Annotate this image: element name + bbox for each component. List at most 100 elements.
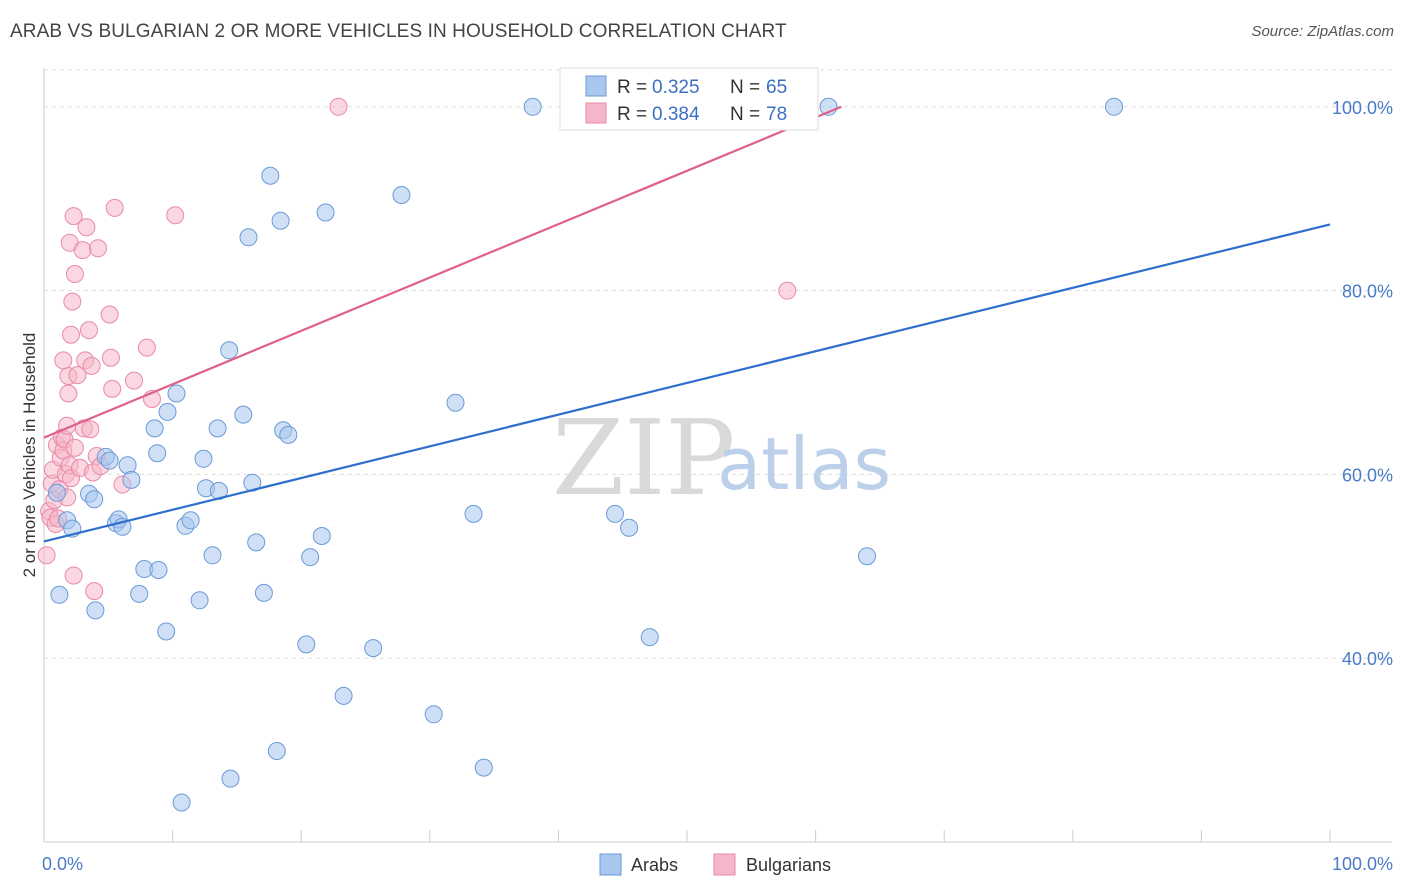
trend-lines bbox=[43, 105, 1331, 543]
arabs-n-label: N = bbox=[730, 77, 760, 98]
bulgarians-point bbox=[63, 292, 82, 311]
arabs-point bbox=[1105, 97, 1123, 116]
arabs-point bbox=[148, 444, 167, 463]
bulgarians-point bbox=[166, 206, 185, 225]
y-tick-label: 80.0% bbox=[1342, 282, 1393, 302]
x-tick-label: 100.0% bbox=[1332, 854, 1393, 874]
bulgarians-point bbox=[65, 438, 84, 457]
bulgarians-point bbox=[64, 566, 83, 585]
bulgarians-point bbox=[80, 321, 98, 340]
bulgarians-n-value: 78 bbox=[766, 104, 787, 125]
arabs-n-value: 65 bbox=[766, 77, 787, 98]
bulgarians-r-value: 0.384 bbox=[652, 104, 700, 125]
bulgarians-point bbox=[81, 420, 100, 439]
bulgarians-trend-line bbox=[43, 105, 842, 439]
arabs-point bbox=[158, 402, 177, 421]
arabs-point bbox=[100, 451, 119, 470]
arabs-legend-swatch bbox=[585, 75, 607, 97]
arabs-point bbox=[221, 769, 240, 788]
arabs-trend-line bbox=[43, 223, 1331, 543]
arabs-point bbox=[858, 547, 876, 566]
bulgarians-point bbox=[85, 582, 104, 601]
arabs-point bbox=[203, 546, 222, 565]
x-tick-labels: 0.0% 100.0% bbox=[42, 854, 1393, 874]
arabs-point bbox=[122, 470, 141, 489]
bulgarians-point bbox=[65, 265, 84, 283]
arabs-r-label: R = bbox=[617, 77, 647, 98]
watermark-atlas: atlas bbox=[717, 422, 891, 506]
arabs-point bbox=[85, 490, 104, 509]
bulgarians-point bbox=[103, 379, 122, 398]
arabs-point bbox=[640, 628, 659, 647]
bulgarians-legend-swatch bbox=[585, 102, 607, 124]
bulgarians-n-label: N = bbox=[730, 104, 760, 125]
bulgarians-point bbox=[73, 241, 92, 260]
arabs-point bbox=[157, 622, 176, 641]
y-tick-label: 60.0% bbox=[1342, 465, 1393, 485]
series-legend: Arabs Bulgarians bbox=[599, 853, 831, 876]
x-tick-label: 0.0% bbox=[42, 854, 83, 874]
watermark: ZIP atlas bbox=[552, 397, 891, 519]
arabs-point bbox=[464, 504, 483, 523]
bulgarians-point bbox=[54, 351, 73, 370]
arabs-point bbox=[523, 97, 542, 116]
bulgarians-point bbox=[329, 97, 348, 116]
arabs-point bbox=[606, 504, 624, 523]
stats-legend: R = 0.325 N = 65 R = 0.384 N = 78 bbox=[559, 67, 819, 131]
arabs-point bbox=[474, 758, 493, 777]
bulgarians-point bbox=[59, 384, 78, 403]
arabs-point bbox=[334, 686, 353, 705]
arabs-point bbox=[446, 393, 465, 412]
chart-title: ARAB VS BULGARIAN 2 OR MORE VEHICLES IN … bbox=[10, 21, 787, 42]
arabs-point bbox=[261, 166, 280, 185]
arabs-point bbox=[194, 449, 213, 468]
arabs-point bbox=[181, 511, 200, 530]
arabs-point bbox=[118, 456, 137, 475]
arabs-point bbox=[208, 419, 227, 438]
axes bbox=[43, 68, 1392, 843]
arabs-point bbox=[271, 211, 290, 230]
arabs-point bbox=[316, 203, 335, 222]
arabs-point bbox=[297, 635, 316, 654]
y-tick-labels: 40.0% 60.0% 80.0% 100.0% bbox=[1332, 98, 1393, 669]
watermark-zip: ZIP bbox=[552, 397, 735, 519]
arabs-point bbox=[247, 533, 266, 552]
arabs-point bbox=[234, 405, 253, 424]
arabs-point bbox=[149, 561, 168, 579]
bulgarians-point bbox=[62, 325, 80, 344]
arabs-point bbox=[267, 742, 286, 760]
arabs-point bbox=[47, 483, 66, 502]
arabs-point bbox=[364, 639, 383, 658]
arabs-points bbox=[47, 97, 1123, 812]
arabs-bottom-swatch bbox=[599, 853, 622, 876]
arabs-point bbox=[167, 384, 186, 403]
arabs-point bbox=[392, 186, 411, 204]
y-tick-label: 100.0% bbox=[1332, 98, 1393, 118]
arabs-point bbox=[190, 591, 209, 610]
arabs-point bbox=[620, 518, 639, 537]
bulgarians-point bbox=[137, 338, 156, 357]
bulgarians-point bbox=[68, 366, 87, 385]
bulgarians-point bbox=[100, 305, 119, 324]
arabs-point bbox=[172, 793, 191, 812]
arabs-point bbox=[50, 585, 69, 604]
arabs-r-value: 0.325 bbox=[652, 77, 700, 98]
y-axis-label: 2 or more Vehicles in Household bbox=[20, 333, 39, 578]
bulgarians-point bbox=[89, 239, 107, 258]
arabs-point bbox=[86, 601, 105, 620]
arabs-point bbox=[220, 341, 239, 360]
bulgarians-bottom-swatch bbox=[713, 853, 736, 876]
bulgarians-point bbox=[101, 348, 120, 367]
bulgarians-r-label: R = bbox=[617, 104, 647, 125]
arabs-point bbox=[424, 705, 443, 724]
bulgarians-point bbox=[105, 198, 124, 217]
bulgarians-point bbox=[77, 218, 96, 237]
arabs-point bbox=[279, 425, 298, 444]
arabs-point bbox=[254, 583, 273, 602]
arabs-point bbox=[312, 527, 331, 545]
bulgarians-point bbox=[64, 207, 83, 226]
bulgarians-point bbox=[37, 546, 56, 565]
bulgarians-point bbox=[778, 281, 797, 300]
y-tick-label: 40.0% bbox=[1342, 649, 1393, 669]
